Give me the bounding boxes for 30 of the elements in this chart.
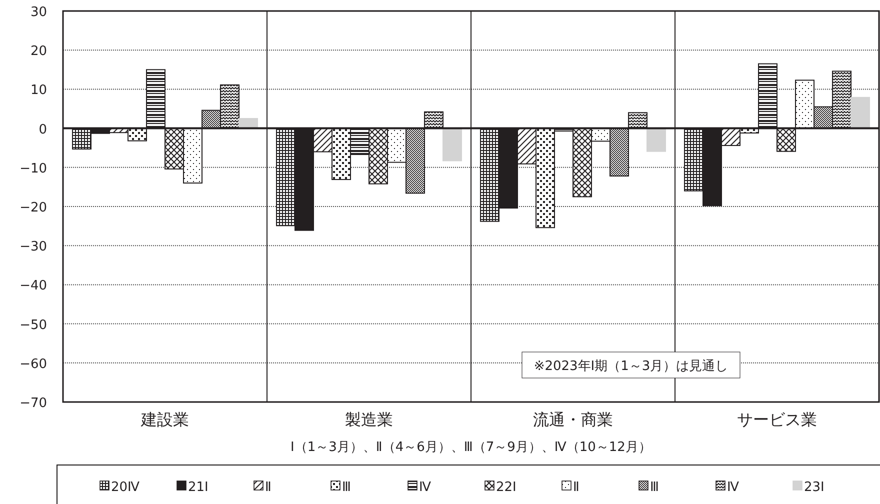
x-axis-title: Ⅰ（1～3月）、Ⅱ（4～6月）、Ⅲ（7～9月）、Ⅳ（10～12月） <box>290 440 652 455</box>
legend-label: Ⅳ <box>727 480 739 495</box>
x-tick-label: サービス業 <box>737 410 817 429</box>
y-tick-label: 0 <box>38 122 47 138</box>
y-tick-label: −50 <box>20 318 47 333</box>
y-tick-label: 30 <box>30 5 47 20</box>
bar <box>850 96 870 129</box>
legend-label: Ⅱ <box>573 480 580 495</box>
legend-label: Ⅳ <box>419 480 431 495</box>
legend-label: Ⅱ <box>265 480 272 495</box>
x-tick-label: 流通・商業 <box>533 410 613 429</box>
y-tick-label: −70 <box>20 396 47 411</box>
legend-label: 21Ⅰ <box>188 480 208 495</box>
legend-label: 20Ⅳ <box>111 480 140 495</box>
y-tick-label: −20 <box>20 200 47 216</box>
bar <box>442 128 462 162</box>
x-tick-label: 建設業 <box>140 410 189 429</box>
y-tick-label: −10 <box>20 161 47 176</box>
annotation: ※2023年Ⅰ期（1～3月）は見通し <box>534 359 728 374</box>
y-tick-label: −60 <box>20 356 47 372</box>
legend-label: Ⅲ <box>650 480 659 495</box>
y-tick-label: 20 <box>30 44 47 60</box>
y-tick-label: −30 <box>20 240 47 255</box>
y-tick-label: 10 <box>30 83 47 98</box>
legend-label: Ⅲ <box>342 480 351 495</box>
legend-label: 23Ⅰ <box>804 480 824 495</box>
x-tick-label: 製造業 <box>345 410 393 429</box>
y-tick-label: −40 <box>20 278 47 294</box>
legend-label: 22Ⅰ <box>496 480 516 495</box>
bar <box>646 128 666 152</box>
